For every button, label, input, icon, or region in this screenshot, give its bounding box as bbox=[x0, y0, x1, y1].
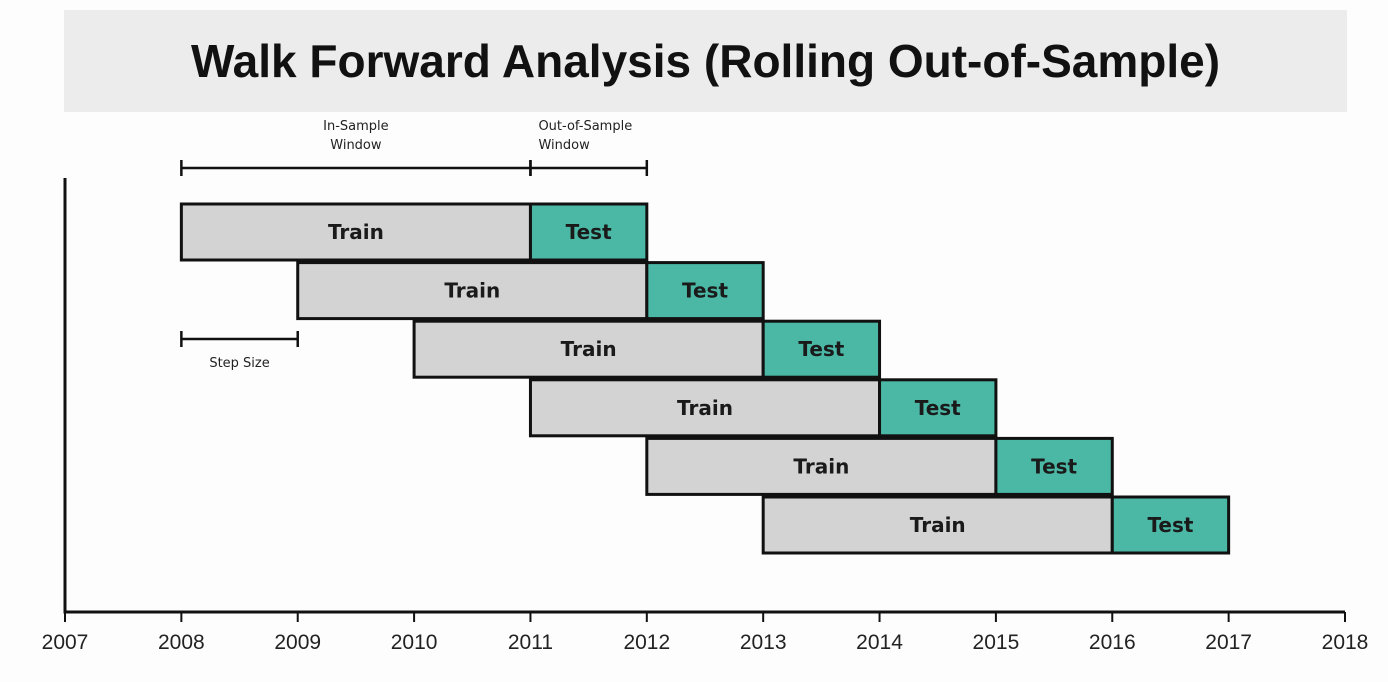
train-label-3: Train bbox=[561, 337, 617, 361]
row-6: Train Test bbox=[761, 495, 1231, 555]
row-1: Train Test bbox=[179, 202, 649, 262]
x-tick-label-2018: 2018 bbox=[1322, 631, 1369, 654]
annotations: In-Sample Window Out-of-Sample Window Step S… bbox=[180, 119, 649, 371]
title-band: Walk Forward Analysis (Rolling Out-of-Sa… bbox=[64, 10, 1347, 112]
in-sample-label-line2: Window bbox=[330, 138, 382, 153]
test-bar-5 bbox=[994, 436, 1114, 496]
test-label-6: Test bbox=[1147, 513, 1193, 537]
train-label-2: Train bbox=[444, 279, 500, 303]
step-size-label: Step Size bbox=[209, 356, 269, 371]
x-tick-label-2010: 2010 bbox=[391, 631, 438, 654]
test-label-2: Test bbox=[682, 279, 728, 303]
x-tick-label-2014: 2014 bbox=[856, 631, 903, 654]
x-tick-label-2008: 2008 bbox=[158, 631, 205, 654]
test-label-3: Test bbox=[798, 337, 844, 361]
x-tick-label-2007: 2007 bbox=[42, 631, 89, 654]
test-bar-2 bbox=[645, 261, 765, 321]
train-bar-4 bbox=[528, 378, 882, 438]
row-2: Train Test bbox=[296, 261, 765, 321]
x-tick-label-2015: 2015 bbox=[973, 631, 1020, 654]
x-tick-label-2012: 2012 bbox=[623, 631, 670, 654]
x-tick-label-2011: 2011 bbox=[508, 631, 553, 654]
x-tick-label-2013: 2013 bbox=[740, 631, 787, 654]
row-3: Train Test bbox=[412, 319, 882, 379]
out-of-sample-label-line2: Window bbox=[538, 138, 590, 153]
test-bar-4 bbox=[878, 378, 998, 438]
test-label-4: Test bbox=[915, 396, 961, 420]
test-bar-1 bbox=[528, 202, 649, 262]
test-label-5: Test bbox=[1031, 454, 1077, 478]
train-label-5: Train bbox=[793, 454, 849, 478]
axes: 2007 2008 2009 2010 2011 2012 2013 2014 2015 2016… bbox=[42, 178, 1369, 654]
train-label-6: Train bbox=[910, 513, 966, 537]
row-4: Train Test bbox=[528, 378, 998, 438]
test-bar-6 bbox=[1110, 495, 1231, 555]
train-bar-1 bbox=[179, 202, 532, 262]
train-label-4: Train bbox=[677, 396, 733, 420]
diagram-title: Walk Forward Analysis (Rolling Out-of-Sa… bbox=[190, 35, 1221, 87]
train-bar-2 bbox=[296, 261, 649, 321]
train-bar-3 bbox=[412, 319, 765, 379]
x-tick-label-2016: 2016 bbox=[1089, 631, 1136, 654]
test-bar-3 bbox=[761, 319, 882, 379]
row-5: Train Test bbox=[645, 436, 1114, 496]
train-bar-6 bbox=[761, 495, 1114, 555]
in-sample-label-line1: In-Sample bbox=[323, 119, 389, 134]
train-label-1: Train bbox=[328, 220, 384, 244]
test-label-1: Test bbox=[566, 220, 612, 244]
x-tick-label-2009: 2009 bbox=[274, 631, 321, 654]
x-tick-label-2017: 2017 bbox=[1205, 631, 1252, 654]
out-of-sample-label-line1: Out-of-Sample bbox=[538, 119, 632, 134]
